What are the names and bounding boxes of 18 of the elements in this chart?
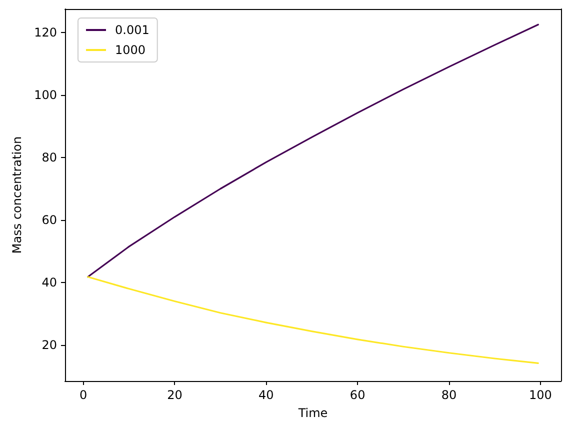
y-tick-label: 20 bbox=[42, 338, 57, 352]
x-tick-label: 100 bbox=[528, 388, 552, 402]
legend-label: 0.001 bbox=[115, 23, 150, 37]
y-tick-label: 100 bbox=[34, 88, 57, 102]
line-series bbox=[87, 276, 539, 364]
y-tick-label: 80 bbox=[42, 150, 57, 164]
x-tick-label: 80 bbox=[441, 388, 457, 402]
x-tick-label: 60 bbox=[350, 388, 366, 402]
y-tick-label: 120 bbox=[34, 25, 57, 40]
legend-label: 1000 bbox=[115, 43, 146, 57]
line-series bbox=[87, 24, 539, 278]
x-axis-title: Time bbox=[297, 406, 328, 420]
y-axis-title: Mass concentration bbox=[10, 136, 24, 254]
x-tick-label: 20 bbox=[167, 388, 182, 402]
x-tick-label: 0 bbox=[79, 388, 88, 402]
y-tick-label: 60 bbox=[42, 213, 57, 228]
y-tick-label: 40 bbox=[42, 276, 57, 290]
x-tick-label: 40 bbox=[258, 388, 274, 402]
